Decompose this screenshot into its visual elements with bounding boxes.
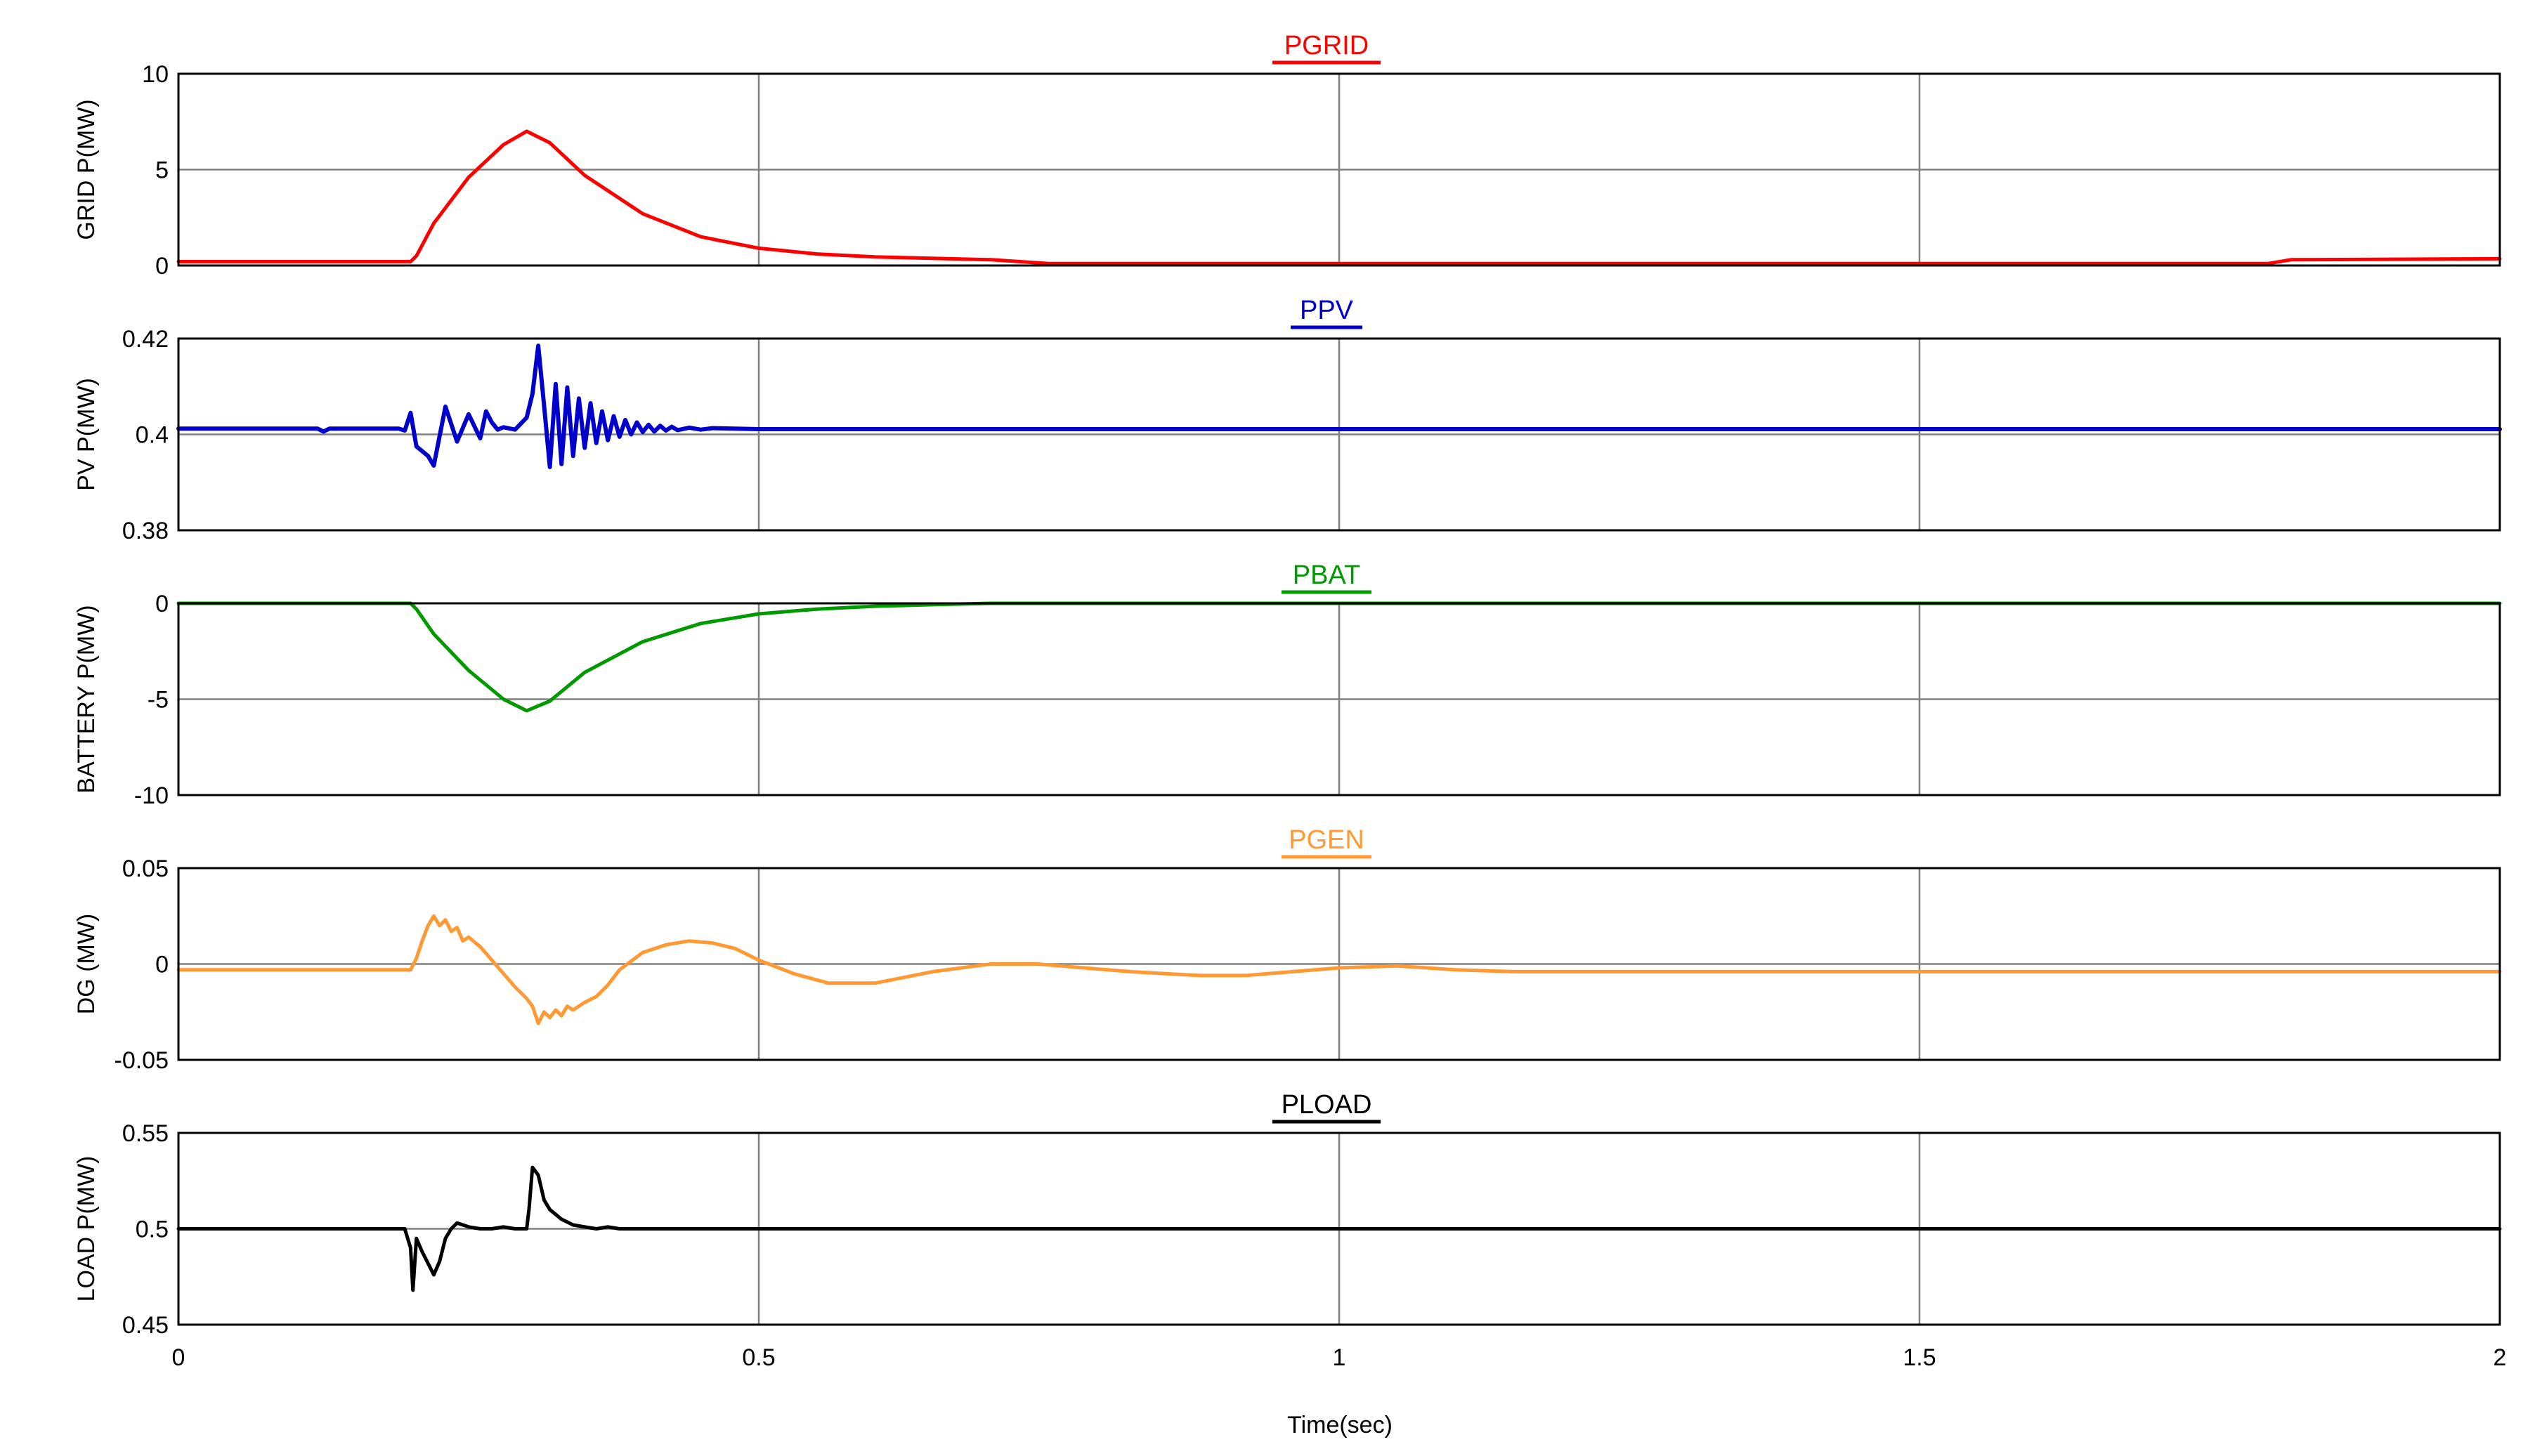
panel-title: PPV xyxy=(1300,296,1354,325)
y-axis-label: BATTERY P(MW) xyxy=(73,605,100,793)
x-axis-label: Time(sec) xyxy=(1287,1412,1393,1438)
panel-ppv: 0.38 0.4 0.42 PV P(MW) PPV xyxy=(73,296,2502,544)
panel-pgrid: 0 5 10 GRID P(MW) PGRID xyxy=(73,31,2502,280)
series-line-pgen xyxy=(176,914,2502,1025)
panel-title: PGEN xyxy=(1289,825,1364,855)
y-tick-label: -0.05 xyxy=(115,1047,169,1074)
panel-title: PGRID xyxy=(1284,31,1369,60)
y-tick-label: 0 xyxy=(155,253,169,280)
series-line-ppv xyxy=(176,343,2502,469)
series-line-pgrid xyxy=(176,129,2502,265)
y-tick-label: 0.05 xyxy=(122,855,169,882)
panel-pgen: -0.05 0 0.05 DG (MW) PGEN xyxy=(73,825,2502,1074)
y-tick-label: 0.5 xyxy=(136,1216,169,1243)
panel-title: PLOAD xyxy=(1282,1090,1372,1120)
y-axis-label: DG (MW) xyxy=(73,914,100,1015)
y-tick-label: 0.38 xyxy=(122,518,169,544)
y-tick-label: 0.42 xyxy=(122,326,169,353)
plot-frame xyxy=(177,72,2501,267)
y-tick-label: 0.55 xyxy=(122,1120,169,1147)
panel-pload: 0.45 0.5 0.55 LOAD P(MW) PLOAD xyxy=(73,1090,2502,1339)
x-tick-label: 0 xyxy=(172,1344,185,1371)
y-tick-label: -10 xyxy=(134,782,169,809)
x-tick-label: 2 xyxy=(2493,1344,2507,1371)
y-tick-label: 10 xyxy=(142,61,169,88)
panel-title: PBAT xyxy=(1293,560,1360,590)
y-axis-label: LOAD P(MW) xyxy=(73,1156,100,1302)
y-tick-label: 5 xyxy=(155,157,169,184)
panel-pbat: -10 -5 0 BATTERY P(MW) PBAT xyxy=(73,560,2502,809)
x-tick-label: 1.5 xyxy=(1903,1344,1936,1371)
y-tick-label: 0 xyxy=(155,591,169,617)
x-tick-label: 1 xyxy=(1333,1344,1346,1371)
y-tick-label: -5 xyxy=(148,687,169,714)
y-tick-label: 0.45 xyxy=(122,1312,169,1339)
y-tick-label: 0.4 xyxy=(136,422,169,449)
x-tick-label: 0.5 xyxy=(742,1344,775,1371)
plot-frame xyxy=(177,337,2501,532)
plot-frame xyxy=(177,602,2501,796)
plot-frame xyxy=(177,867,2501,1061)
y-axis-label: GRID P(MW) xyxy=(73,99,100,240)
plot-frame xyxy=(177,1132,2501,1326)
y-tick-label: 0 xyxy=(155,952,169,978)
y-axis-label: PV P(MW) xyxy=(73,378,100,491)
series-line-pload xyxy=(176,1165,2502,1292)
series-line-pbat xyxy=(176,601,2502,713)
